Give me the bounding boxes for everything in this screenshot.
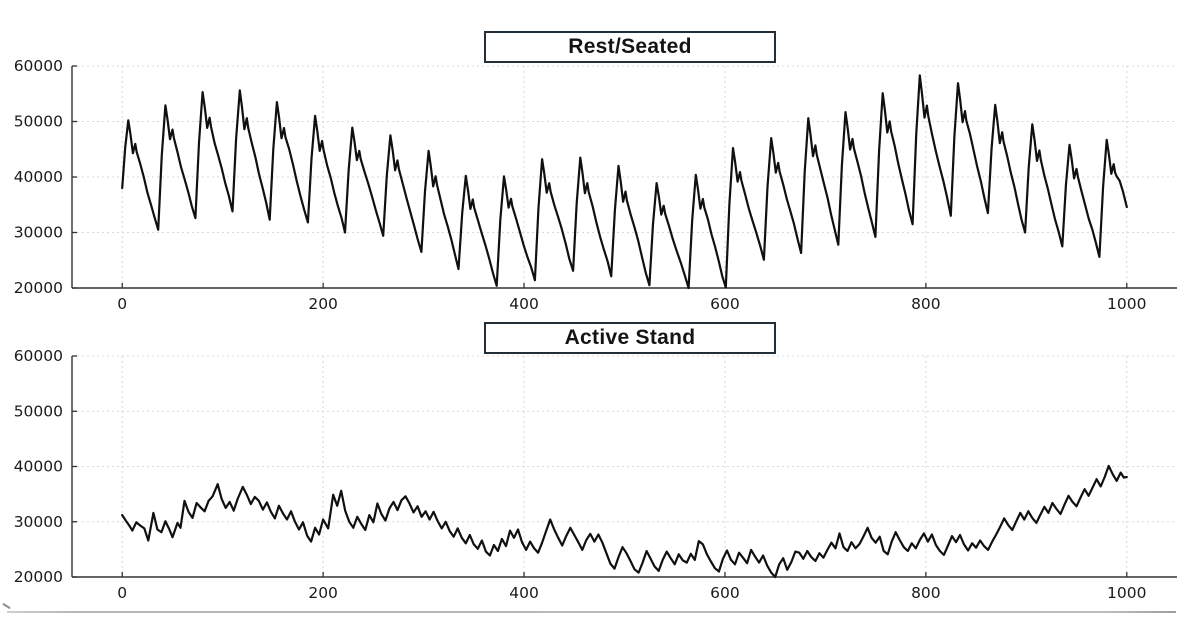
chart-title-active-stand: Active Stand (564, 326, 696, 349)
x-tick-label: 1000 (1107, 295, 1146, 313)
rest-seated-signal-line (121, 74, 1128, 290)
x-tick-label: 1000 (1107, 584, 1146, 602)
active-stand-signal-line (121, 464, 1128, 579)
y-tick-label: 40000 (14, 458, 63, 476)
x-tick-label: 600 (710, 295, 740, 313)
y-tick-label: 50000 (14, 402, 63, 420)
x-tick-label: 800 (911, 295, 941, 313)
y-tick-label: 20000 (14, 568, 63, 586)
image-bottom-edge-line (7, 611, 1176, 613)
x-tick-label: 0 (117, 295, 127, 313)
y-tick-label: 50000 (14, 113, 63, 131)
x-tick-label: 200 (308, 584, 338, 602)
x-tick-label: 0 (117, 584, 127, 602)
y-tick-label: 60000 (14, 347, 63, 365)
y-tick-label: 30000 (14, 513, 63, 531)
y-tick-label: 30000 (14, 224, 63, 242)
y-tick-label: 40000 (14, 168, 63, 186)
chart-title-box-active-stand: Active Stand (484, 322, 776, 354)
chart-title-rest-seated: Rest/Seated (568, 35, 692, 58)
chart-title-box-rest-seated: Rest/Seated (484, 31, 776, 63)
x-tick-label: 400 (509, 584, 539, 602)
y-tick-label: 20000 (14, 279, 63, 297)
x-tick-label: 200 (308, 295, 338, 313)
x-tick-label: 400 (509, 295, 539, 313)
y-tick-label: 60000 (14, 57, 63, 75)
x-tick-label: 600 (710, 584, 740, 602)
x-tick-label: 800 (911, 584, 941, 602)
